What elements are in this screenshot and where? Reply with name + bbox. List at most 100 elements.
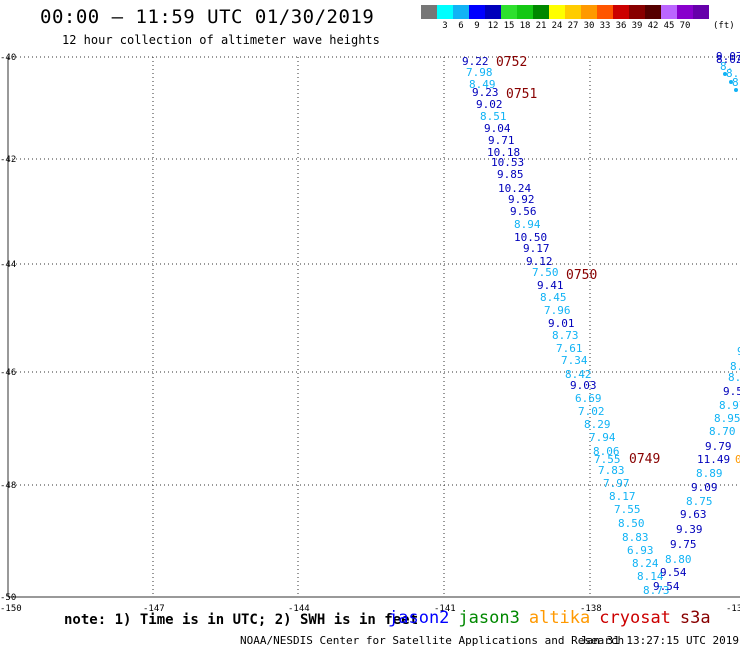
color-scale-label: 36 [615, 21, 627, 31]
color-swatch: 24 [549, 5, 565, 31]
color-scale-label: 45 [663, 21, 675, 31]
color-scale-label: 9 [474, 21, 480, 31]
color-scale-label: 42 [647, 21, 659, 31]
wave-height-value: 8. [728, 371, 740, 384]
color-scale-label: 39 [631, 21, 643, 31]
wave-height-value: 9.01 [548, 317, 575, 330]
wave-height-value: 9.56 [510, 205, 537, 218]
wave-height-value: 9.07 [716, 50, 740, 63]
wave-height-value: 8.14 [637, 570, 664, 583]
wave-height-value: 8.02 [716, 53, 740, 66]
wave-height-value: 7.55 [614, 503, 641, 516]
color-scale-label: 3 [442, 21, 448, 31]
track-time-label: 0752 [496, 55, 527, 70]
color-swatch: 9 [469, 5, 485, 31]
color-swatch: 21 [533, 5, 549, 31]
wave-height-value: 8.06 [593, 445, 620, 458]
wave-height-value: 8.42 [565, 368, 592, 381]
wave-height-value: 8.73 [552, 329, 579, 342]
wave-height-value: 8.51 [480, 110, 507, 123]
color-swatch: 12 [485, 5, 501, 31]
wave-height-value: 8. [720, 60, 733, 73]
wave-height-value: 9.23 [472, 86, 499, 99]
wave-height-values: 9.227.988.499.239.028.519.049.7110.1810.… [462, 50, 740, 597]
wave-height-value: 9.71 [488, 134, 515, 147]
color-swatch: 39 [629, 5, 645, 31]
wave-height-value: 9.17 [523, 242, 550, 255]
legend-jason2: jason2 [388, 608, 450, 628]
wave-height-value: 8.80 [665, 553, 692, 566]
wave-height-value: 7.02 [578, 405, 605, 418]
color-swatch: 3 [437, 5, 453, 31]
track-time-label: 0750 [566, 268, 597, 283]
track-point [734, 88, 738, 92]
longitude-tick-label: -144 [288, 604, 310, 614]
wave-height-value: 9.54 [660, 566, 687, 579]
color-swatch: 42 [645, 5, 661, 31]
wave-height-value: 8.29 [584, 418, 611, 431]
longitude-tick-label: -138 [580, 604, 602, 614]
wave-height-value: 8.70 [709, 425, 736, 438]
color-scale-label: 33 [599, 21, 611, 31]
color-scale-label: 12 [487, 21, 499, 31]
wave-height-value: 8 [732, 76, 739, 89]
wave-height-value: 9.22 [462, 55, 489, 68]
wave-height-value: 10.24 [498, 182, 531, 195]
wave-height-value: 9 [737, 345, 740, 358]
wave-height-value: 7.61 [556, 342, 583, 355]
units-note: note: 1) Time is in UTC; 2) SWH is in fe… [64, 612, 419, 628]
legend-jason3: jason3 [458, 608, 520, 628]
color-scale-label: 6 [458, 21, 464, 31]
wave-height-value: 9.63 [680, 508, 707, 521]
longitude-tick-label: -141 [434, 604, 456, 614]
latitude-tick-label: -44 [0, 260, 16, 270]
axis-tick-labels: -40-42-44-46-48-50-150 -147 -144 -141 -138 -1… [0, 53, 740, 614]
wave-height-value: 10.18 [487, 146, 520, 159]
color-scale-label: 70 [679, 21, 691, 31]
color-swatch: 18 [517, 5, 533, 31]
wave-height-value: 9.85 [497, 168, 524, 181]
color-swatch: 6 [453, 5, 469, 31]
graticule [7, 56, 740, 598]
wave-height-value: 9.54 [653, 580, 680, 593]
latitude-tick-label: -46 [0, 368, 16, 378]
map-title: 00:00 – 11:59 UTC 01/30/2019 [40, 6, 375, 28]
track-point [729, 80, 733, 84]
color-scale-bar: 3 6 9 12 15 18 21 24 27 30 33 36 39 42 45 70 [421, 5, 709, 31]
wave-height-value: 9.79 [705, 440, 732, 453]
wave-height-value: 8.17 [609, 490, 636, 503]
longitude-tick-label: -150 [0, 604, 22, 614]
color-swatch [421, 5, 437, 19]
wave-height-value: 9.09 [691, 481, 718, 494]
latitude-tick-label: -48 [0, 481, 16, 491]
track-time-label: 0749 [629, 452, 660, 467]
wave-height-value: 7.96 [544, 304, 571, 317]
wave-height-value: 9.03 [570, 379, 597, 392]
color-swatch: 45 [661, 5, 677, 31]
wave-height-value: 7.34 [561, 354, 588, 367]
wave-height-value: 8. [730, 360, 740, 373]
color-scale-label: 15 [503, 21, 515, 31]
wave-height-value: 8.73 [643, 584, 670, 597]
wave-height-value: 10.50 [514, 231, 547, 244]
color-scale-label: 18 [519, 21, 531, 31]
wave-height-value: 8.75 [686, 495, 713, 508]
color-swatch: 36 [613, 5, 629, 31]
wave-height-value: 8.97 [719, 399, 740, 412]
wave-height-value: 9.41 [537, 279, 564, 292]
wave-height-value: 8.49 [469, 78, 496, 91]
color-swatch: 30 [581, 5, 597, 31]
latitude-tick-label: -42 [0, 155, 16, 165]
legend-cryosat: cryosat [599, 608, 671, 628]
longitude-tick-label: -147 [143, 604, 165, 614]
color-swatch: 33 [597, 5, 613, 31]
wave-height-value: 8.45 [540, 291, 567, 304]
color-scale-label: 24 [551, 21, 563, 31]
wave-height-value: 0 [735, 453, 740, 466]
wave-height-value: 7.55 [594, 453, 621, 466]
color-scale-label: 30 [583, 21, 595, 31]
color-swatch: 70 [677, 5, 693, 31]
wave-height-value: 8.24 [632, 557, 659, 570]
wave-height-value: 11.49 [697, 453, 730, 466]
